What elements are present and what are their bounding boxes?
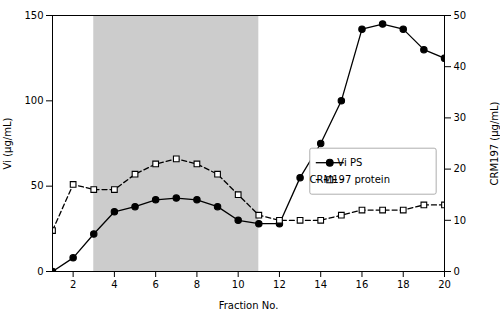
svg-text:10: 10 bbox=[454, 215, 467, 226]
svg-text:10: 10 bbox=[232, 279, 245, 290]
svg-text:20: 20 bbox=[454, 163, 467, 174]
svg-text:CRM197 protein: CRM197 protein bbox=[310, 174, 390, 185]
svg-text:8: 8 bbox=[194, 279, 200, 290]
svg-text:6: 6 bbox=[152, 279, 158, 290]
svg-text:12: 12 bbox=[273, 279, 286, 290]
svg-text:30: 30 bbox=[454, 112, 467, 123]
svg-text:Vi PS: Vi PS bbox=[337, 157, 362, 168]
svg-text:Vi (µg/mL): Vi (µg/mL) bbox=[2, 118, 13, 170]
svg-text:4: 4 bbox=[111, 279, 117, 290]
svg-text:50: 50 bbox=[454, 10, 467, 21]
svg-text:14: 14 bbox=[314, 279, 327, 290]
svg-text:100: 100 bbox=[24, 95, 43, 106]
svg-text:Fraction No.: Fraction No. bbox=[219, 300, 279, 311]
svg-text:16: 16 bbox=[356, 279, 369, 290]
svg-text:50: 50 bbox=[31, 180, 44, 191]
svg-text:150: 150 bbox=[24, 10, 43, 21]
svg-text:0: 0 bbox=[454, 266, 460, 277]
svg-text:20: 20 bbox=[438, 279, 451, 290]
svg-text:18: 18 bbox=[397, 279, 410, 290]
svg-text:40: 40 bbox=[454, 61, 467, 72]
svg-text:CRM197 (µg/mL): CRM197 (µg/mL) bbox=[489, 101, 500, 185]
svg-text:2: 2 bbox=[70, 279, 76, 290]
svg-text:0: 0 bbox=[37, 266, 43, 277]
